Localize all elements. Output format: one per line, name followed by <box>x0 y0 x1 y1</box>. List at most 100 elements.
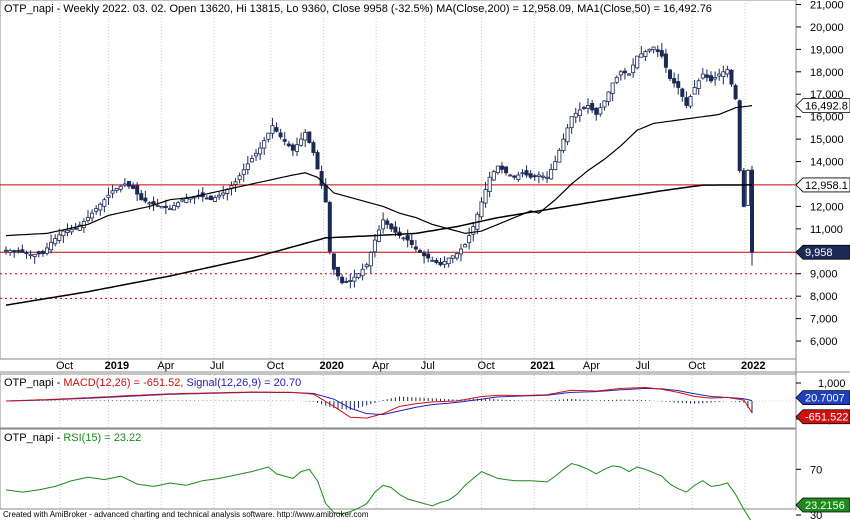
candle-body <box>643 51 648 57</box>
candle-body <box>741 170 746 207</box>
price-tick-label-6: 15,000 <box>810 134 844 146</box>
candle-body <box>237 175 242 180</box>
candle-body <box>536 174 541 177</box>
candle-body <box>307 131 312 143</box>
candle-body <box>348 280 353 282</box>
rsi-line <box>5 463 751 520</box>
candle-body <box>422 252 427 257</box>
candle-body <box>594 107 599 115</box>
candle-body <box>147 202 152 205</box>
rsi-header-value: RSI(15) = 23.22 <box>63 432 141 444</box>
candle-body <box>90 212 95 219</box>
macd-histogram <box>0 396 796 414</box>
candle-body <box>713 77 718 80</box>
candle-body <box>336 266 341 277</box>
candle-body <box>688 96 693 107</box>
candle-body <box>569 116 574 129</box>
candle-body <box>401 237 406 240</box>
candle-body <box>299 138 304 146</box>
candle-body <box>434 259 439 263</box>
candle-body <box>176 202 181 207</box>
candle-body <box>344 281 349 283</box>
candle-body <box>590 102 595 111</box>
candle-body <box>151 201 156 205</box>
candle-body <box>274 127 279 132</box>
candle-body <box>614 77 619 83</box>
candle-body <box>360 268 365 277</box>
candle-body <box>131 185 136 189</box>
candle-body <box>471 226 476 235</box>
rsi-axis-ticks: 70 30 <box>796 464 822 520</box>
macd-header-signal: Signal(12,26,9) = 20.70 <box>187 377 302 389</box>
candle-body <box>622 70 627 74</box>
candle-body <box>385 220 390 225</box>
candle-body <box>454 253 459 259</box>
candle-body <box>44 247 49 254</box>
rsi-axis-badges: 23.2156 <box>795 497 850 513</box>
candle-body <box>4 249 9 252</box>
candle-body <box>221 192 226 196</box>
candle-body <box>532 175 537 178</box>
candle-body <box>245 163 250 170</box>
candle-body <box>635 55 640 69</box>
candle-body <box>241 169 246 176</box>
candle-body <box>36 251 41 255</box>
candle-body <box>12 250 17 252</box>
x-label-12: Oct <box>688 360 705 372</box>
x-label-13: 2022 <box>741 360 765 372</box>
x-label-8: Oct <box>478 360 495 372</box>
x-label-4: Oct <box>267 360 284 372</box>
price-tick-label-5: 16,000 <box>810 112 844 124</box>
candle-body <box>577 109 582 117</box>
price-badge-label-0: 16,492.8 <box>805 101 848 113</box>
candle-body <box>631 64 636 74</box>
candle-body <box>278 132 283 138</box>
candle-body <box>254 152 259 157</box>
x-label-11: Jul <box>636 360 650 372</box>
rsi-tick-label-0: 70 <box>810 464 822 476</box>
candle-body <box>110 190 115 194</box>
candle-body <box>126 181 131 187</box>
x-label-7: Jul <box>421 360 435 372</box>
candle-body <box>8 250 13 253</box>
x-label-5: 2020 <box>319 360 343 372</box>
price-tick-label-3: 18,000 <box>810 67 844 79</box>
candle-body <box>94 208 99 212</box>
candle-body <box>262 140 267 149</box>
candle-body <box>663 53 668 68</box>
candle-body <box>672 78 677 84</box>
candle-body <box>315 152 320 170</box>
candle-body <box>102 199 107 207</box>
candle-body <box>323 184 328 203</box>
candle-body <box>540 175 545 178</box>
candle-body <box>122 183 127 186</box>
candle-body <box>372 239 377 253</box>
candle-body <box>586 105 591 109</box>
macd-badge-shape-0 <box>795 390 850 406</box>
footer-credit: Created with AmiBroker - advanced charti… <box>3 510 369 519</box>
price-tick-label-14: 7,000 <box>810 314 838 326</box>
candle-body <box>135 185 140 195</box>
candle-body <box>438 261 443 266</box>
candle-body <box>696 80 701 89</box>
candle-body <box>704 74 709 78</box>
macd-line <box>5 386 753 419</box>
candle-body <box>184 198 189 203</box>
candle-body <box>680 88 685 97</box>
candle-body <box>565 127 570 143</box>
candle-body <box>602 100 607 108</box>
candle-body <box>516 174 521 180</box>
price-badge-1: 12,958.1 <box>795 177 850 193</box>
price-badge-2: 9,958 <box>795 244 850 260</box>
candle-body <box>717 73 722 77</box>
candle-body <box>311 142 316 153</box>
candle-body <box>684 97 689 106</box>
price-header-ma50: MA1(Close,50) = 16,492.76 <box>577 3 712 15</box>
price-tick-label-7: 14,000 <box>810 157 844 169</box>
price-tick-label-2: 19,000 <box>810 44 844 56</box>
macd-header: OTP_napi - MACD(12,26) = -651.52, Signal… <box>4 377 301 389</box>
candle-body <box>520 172 525 175</box>
candle-body <box>282 139 287 142</box>
candle-body <box>73 227 78 230</box>
